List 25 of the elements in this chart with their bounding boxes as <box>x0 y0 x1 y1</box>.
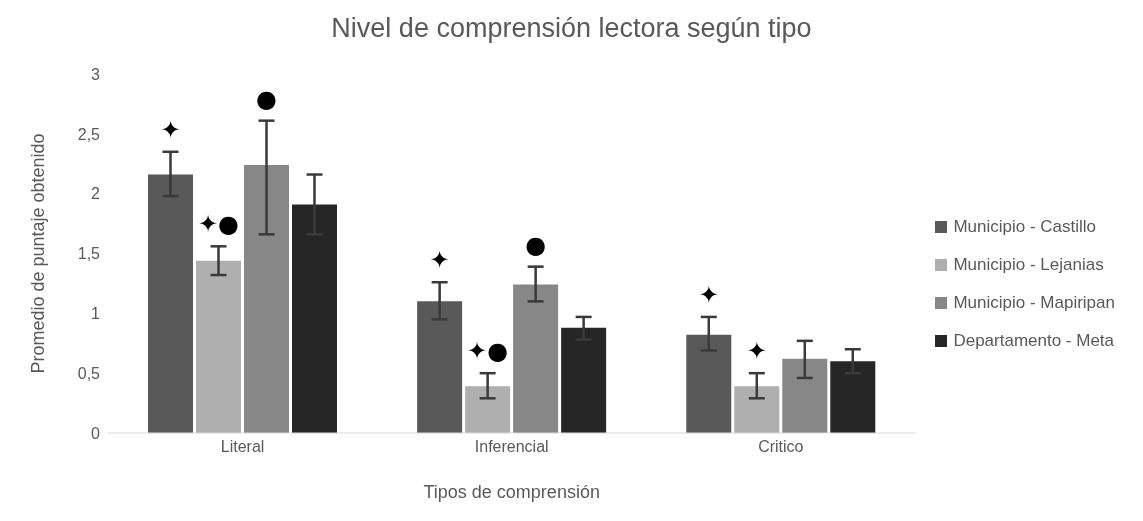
legend-label: Municipio - Lejanias <box>953 254 1104 275</box>
legend-label: Municipio - Mapiripan <box>953 292 1115 313</box>
data-label: ✦ <box>698 280 719 309</box>
y-tick-label: 3 <box>91 65 101 83</box>
y-tick-label: 0 <box>91 424 101 442</box>
data-label: ✦ <box>429 246 450 275</box>
x-tick-label: Literal <box>220 438 265 456</box>
y-tick-label: 2,5 <box>77 125 101 143</box>
y-tick-label: 2 <box>91 185 101 203</box>
x-tick-label: Inferencial <box>474 438 549 456</box>
y-tick-label: 1 <box>91 305 101 323</box>
y-axis-title: Promedio de puntaje obtenido <box>28 133 49 374</box>
data-label: ✦ <box>160 115 181 144</box>
legend-label: Departamento - Meta <box>953 330 1115 351</box>
y-tick-label: 0,5 <box>77 364 101 382</box>
data-label: ✦● <box>467 337 509 366</box>
y-tick-label: 1,5 <box>77 245 101 263</box>
data-label: ✦● <box>197 210 240 239</box>
chart-title: Nivel de comprensión lectora según tipo <box>330 12 813 45</box>
data-label: ● <box>525 230 547 259</box>
x-tick-label: Critico <box>758 438 804 456</box>
legend-label: Municipio - Castillo <box>953 216 1097 237</box>
data-label: ✦ <box>746 337 767 366</box>
x-axis-title: Tipos de comprensión <box>423 482 600 502</box>
data-label: ● <box>256 84 277 113</box>
